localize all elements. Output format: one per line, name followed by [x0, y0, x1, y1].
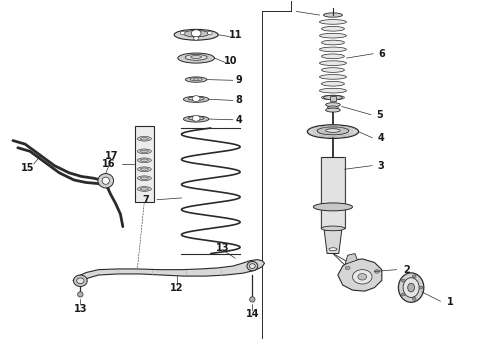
Ellipse shape — [307, 125, 359, 138]
Ellipse shape — [319, 19, 346, 24]
Ellipse shape — [185, 77, 207, 82]
Polygon shape — [345, 253, 357, 264]
Ellipse shape — [314, 203, 352, 211]
Circle shape — [374, 270, 379, 273]
Ellipse shape — [321, 26, 344, 31]
Ellipse shape — [183, 96, 209, 102]
Polygon shape — [338, 259, 382, 291]
Ellipse shape — [140, 168, 148, 171]
Ellipse shape — [398, 273, 424, 302]
Bar — [321, 157, 344, 228]
Text: 1: 1 — [447, 297, 454, 307]
Polygon shape — [73, 260, 265, 284]
Ellipse shape — [329, 248, 337, 251]
Ellipse shape — [183, 31, 209, 37]
Ellipse shape — [137, 167, 151, 172]
Bar — [330, 96, 336, 101]
Ellipse shape — [249, 264, 255, 269]
Ellipse shape — [183, 116, 209, 122]
Ellipse shape — [319, 61, 346, 66]
Ellipse shape — [77, 292, 83, 297]
Ellipse shape — [326, 108, 340, 112]
Circle shape — [345, 266, 350, 270]
Ellipse shape — [140, 188, 148, 190]
Ellipse shape — [190, 78, 202, 81]
Ellipse shape — [140, 138, 148, 140]
Ellipse shape — [408, 283, 415, 292]
Ellipse shape — [319, 88, 346, 93]
Ellipse shape — [403, 278, 419, 297]
Text: 2: 2 — [403, 265, 410, 275]
Text: 11: 11 — [228, 30, 242, 40]
Text: 15: 15 — [21, 163, 34, 173]
Text: 8: 8 — [236, 95, 243, 105]
Ellipse shape — [321, 68, 344, 72]
Ellipse shape — [193, 78, 199, 80]
Circle shape — [352, 270, 372, 284]
Ellipse shape — [326, 129, 340, 132]
Ellipse shape — [137, 186, 151, 191]
Ellipse shape — [137, 176, 151, 180]
Circle shape — [401, 279, 405, 282]
Text: 12: 12 — [170, 283, 183, 293]
Circle shape — [194, 37, 198, 40]
Ellipse shape — [102, 177, 109, 184]
Ellipse shape — [140, 177, 148, 180]
Ellipse shape — [323, 13, 343, 17]
Text: 4: 4 — [236, 115, 243, 125]
Ellipse shape — [188, 97, 204, 100]
Ellipse shape — [321, 40, 344, 45]
Circle shape — [192, 96, 200, 102]
Circle shape — [358, 274, 367, 280]
Circle shape — [412, 275, 416, 278]
Ellipse shape — [74, 275, 87, 287]
Text: 6: 6 — [378, 49, 385, 59]
Text: 7: 7 — [142, 195, 149, 205]
Ellipse shape — [249, 297, 255, 302]
Text: 9: 9 — [236, 75, 243, 85]
Text: 4: 4 — [377, 133, 384, 143]
Text: 13: 13 — [74, 304, 87, 314]
Ellipse shape — [319, 33, 346, 38]
Circle shape — [207, 31, 212, 35]
Polygon shape — [324, 230, 342, 253]
Ellipse shape — [321, 81, 344, 86]
Ellipse shape — [321, 226, 344, 231]
Ellipse shape — [76, 278, 84, 284]
Circle shape — [419, 286, 423, 289]
Text: 10: 10 — [223, 55, 237, 66]
Circle shape — [180, 31, 185, 35]
Ellipse shape — [137, 149, 151, 154]
Ellipse shape — [323, 95, 343, 100]
Ellipse shape — [321, 95, 344, 100]
Ellipse shape — [321, 54, 344, 59]
Ellipse shape — [319, 47, 346, 52]
Ellipse shape — [317, 127, 349, 135]
Ellipse shape — [140, 150, 148, 153]
Circle shape — [191, 30, 201, 37]
Ellipse shape — [137, 158, 151, 163]
Text: 13: 13 — [216, 243, 230, 253]
Text: 16: 16 — [102, 159, 116, 169]
Text: 14: 14 — [245, 310, 259, 319]
Ellipse shape — [191, 55, 201, 58]
Ellipse shape — [137, 136, 151, 141]
Ellipse shape — [247, 261, 258, 271]
Ellipse shape — [319, 75, 346, 79]
Ellipse shape — [188, 117, 204, 120]
Circle shape — [401, 293, 405, 296]
Ellipse shape — [174, 30, 218, 40]
Ellipse shape — [185, 54, 207, 60]
Text: 17: 17 — [105, 151, 119, 161]
Ellipse shape — [140, 159, 148, 162]
Circle shape — [412, 297, 416, 300]
Text: 3: 3 — [377, 161, 384, 171]
Text: 5: 5 — [376, 110, 383, 120]
Ellipse shape — [178, 53, 215, 63]
Ellipse shape — [328, 106, 338, 109]
Ellipse shape — [98, 174, 114, 188]
Ellipse shape — [326, 103, 340, 107]
Bar — [135, 126, 154, 202]
Circle shape — [192, 116, 200, 121]
